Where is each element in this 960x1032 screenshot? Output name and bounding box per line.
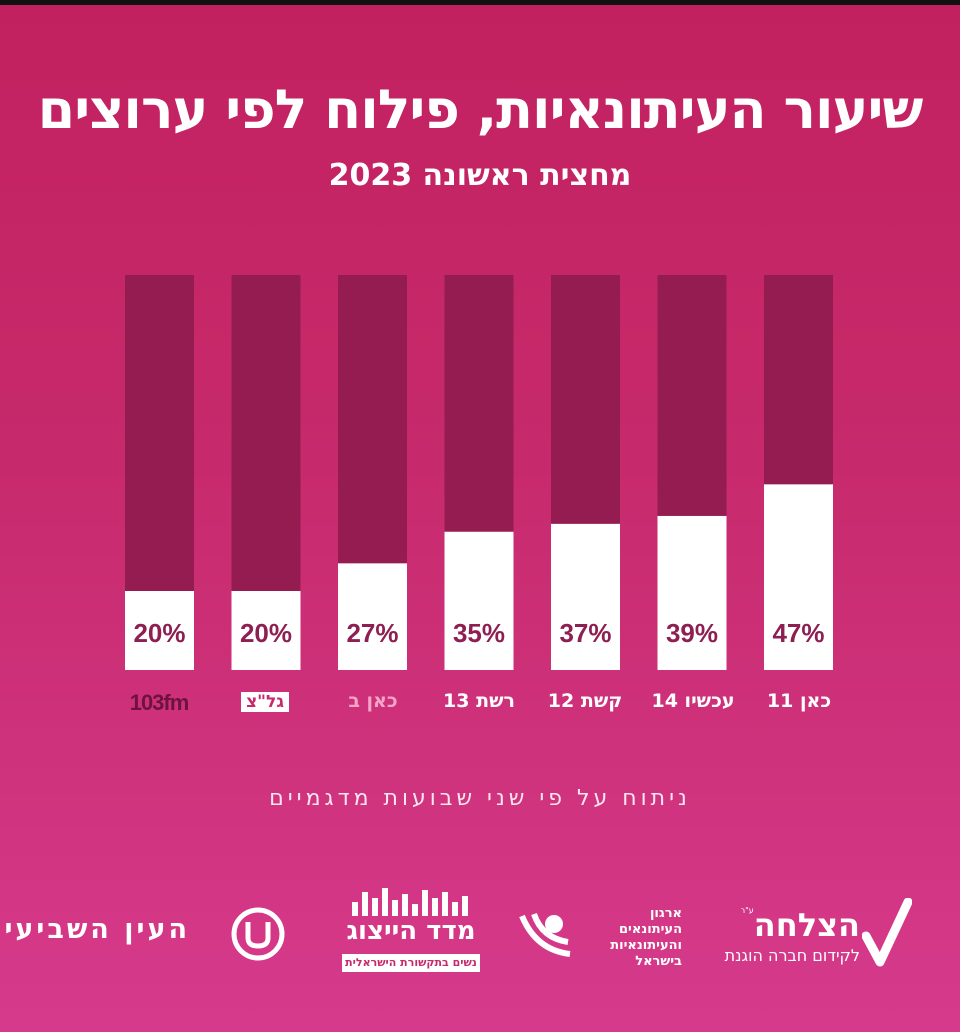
bar-value-6 — [764, 484, 833, 670]
hazlacha-name-text: הצלחה — [753, 906, 860, 944]
ayin-name: העין השביעית — [0, 914, 190, 945]
bar-value-1 — [231, 591, 301, 670]
eye-logo-icon — [231, 907, 285, 961]
analysis-note: ניתוח על פי שני שבועות מדגמיים — [269, 786, 691, 811]
channel-label-reshet-13: רשת 13 — [443, 690, 515, 712]
bar-value-0 — [125, 591, 194, 670]
hazlacha-mark: ע"ר — [740, 906, 754, 915]
bar-value-2 — [338, 563, 407, 670]
bar-label-0: 20% — [133, 618, 185, 648]
channel-label-galatz: גל"צ — [210, 690, 320, 712]
bar-label-3: 35% — [453, 618, 505, 648]
channel-label-keshet-12: קשת 12 — [547, 690, 623, 712]
broadcast-icon — [519, 912, 571, 957]
logo-ha-ayin-hashviit: העין השביעית — [0, 888, 290, 978]
union-line-3: והעיתונאיות — [610, 938, 682, 953]
bar-value-4 — [551, 523, 620, 670]
bar-chart: 20% 20% 27% 35% 37% 39% 47% — [125, 275, 833, 670]
channel-label-galatz-text: גל"צ — [241, 692, 289, 712]
union-text: ארגון העיתונאים והעיתונאיות בישראל — [610, 906, 682, 970]
madad-subtitle: נשים בתקשורת הישראלית — [342, 954, 480, 972]
bar-label-2: 27% — [346, 618, 398, 648]
channel-label-now-14: עכשיו 14 — [651, 690, 735, 712]
channel-label-103fm: 103fm — [104, 690, 214, 716]
logo-journalists-union: ארגון העיתונאים והעיתונאיות בישראל — [512, 888, 712, 978]
bar-label-6: 47% — [772, 618, 824, 648]
bar-value-5 — [657, 515, 727, 670]
bar-label-4: 37% — [559, 618, 611, 648]
madad-name: מדד הייצוג — [346, 916, 476, 946]
logo-madad-hayitzug: מדד הייצוג נשים בתקשורת הישראלית — [340, 888, 490, 978]
top-border — [0, 0, 960, 5]
logo-hazlacha: הצלחהע"ר לקידום חברה הוגנת — [718, 888, 918, 978]
checkmark-icon — [862, 898, 912, 967]
bar-label-5: 39% — [666, 618, 718, 648]
chart-title: שיעור העיתונאיות, פילוח לפי ערוצים — [37, 78, 924, 141]
bar-value-3 — [444, 531, 514, 670]
union-line-1: ארגון — [649, 906, 682, 921]
channel-label-kan-bet: כאן ב — [348, 690, 398, 712]
chart-subtitle: מחצית ראשונה 2023 — [328, 158, 632, 193]
channel-label-103fm-text: 103fm — [129, 690, 190, 715]
channel-label-kan-11: כאן 11 — [766, 690, 832, 712]
union-line-2: העיתונאים — [619, 922, 682, 937]
bar-label-1: 20% — [240, 618, 292, 648]
hazlacha-name: הצלחהע"ר — [741, 906, 860, 944]
skyline-icon — [352, 888, 468, 916]
hazlacha-subtitle: לקידום חברה הוגנת — [724, 946, 860, 965]
union-line-4: בישראל — [635, 954, 682, 969]
